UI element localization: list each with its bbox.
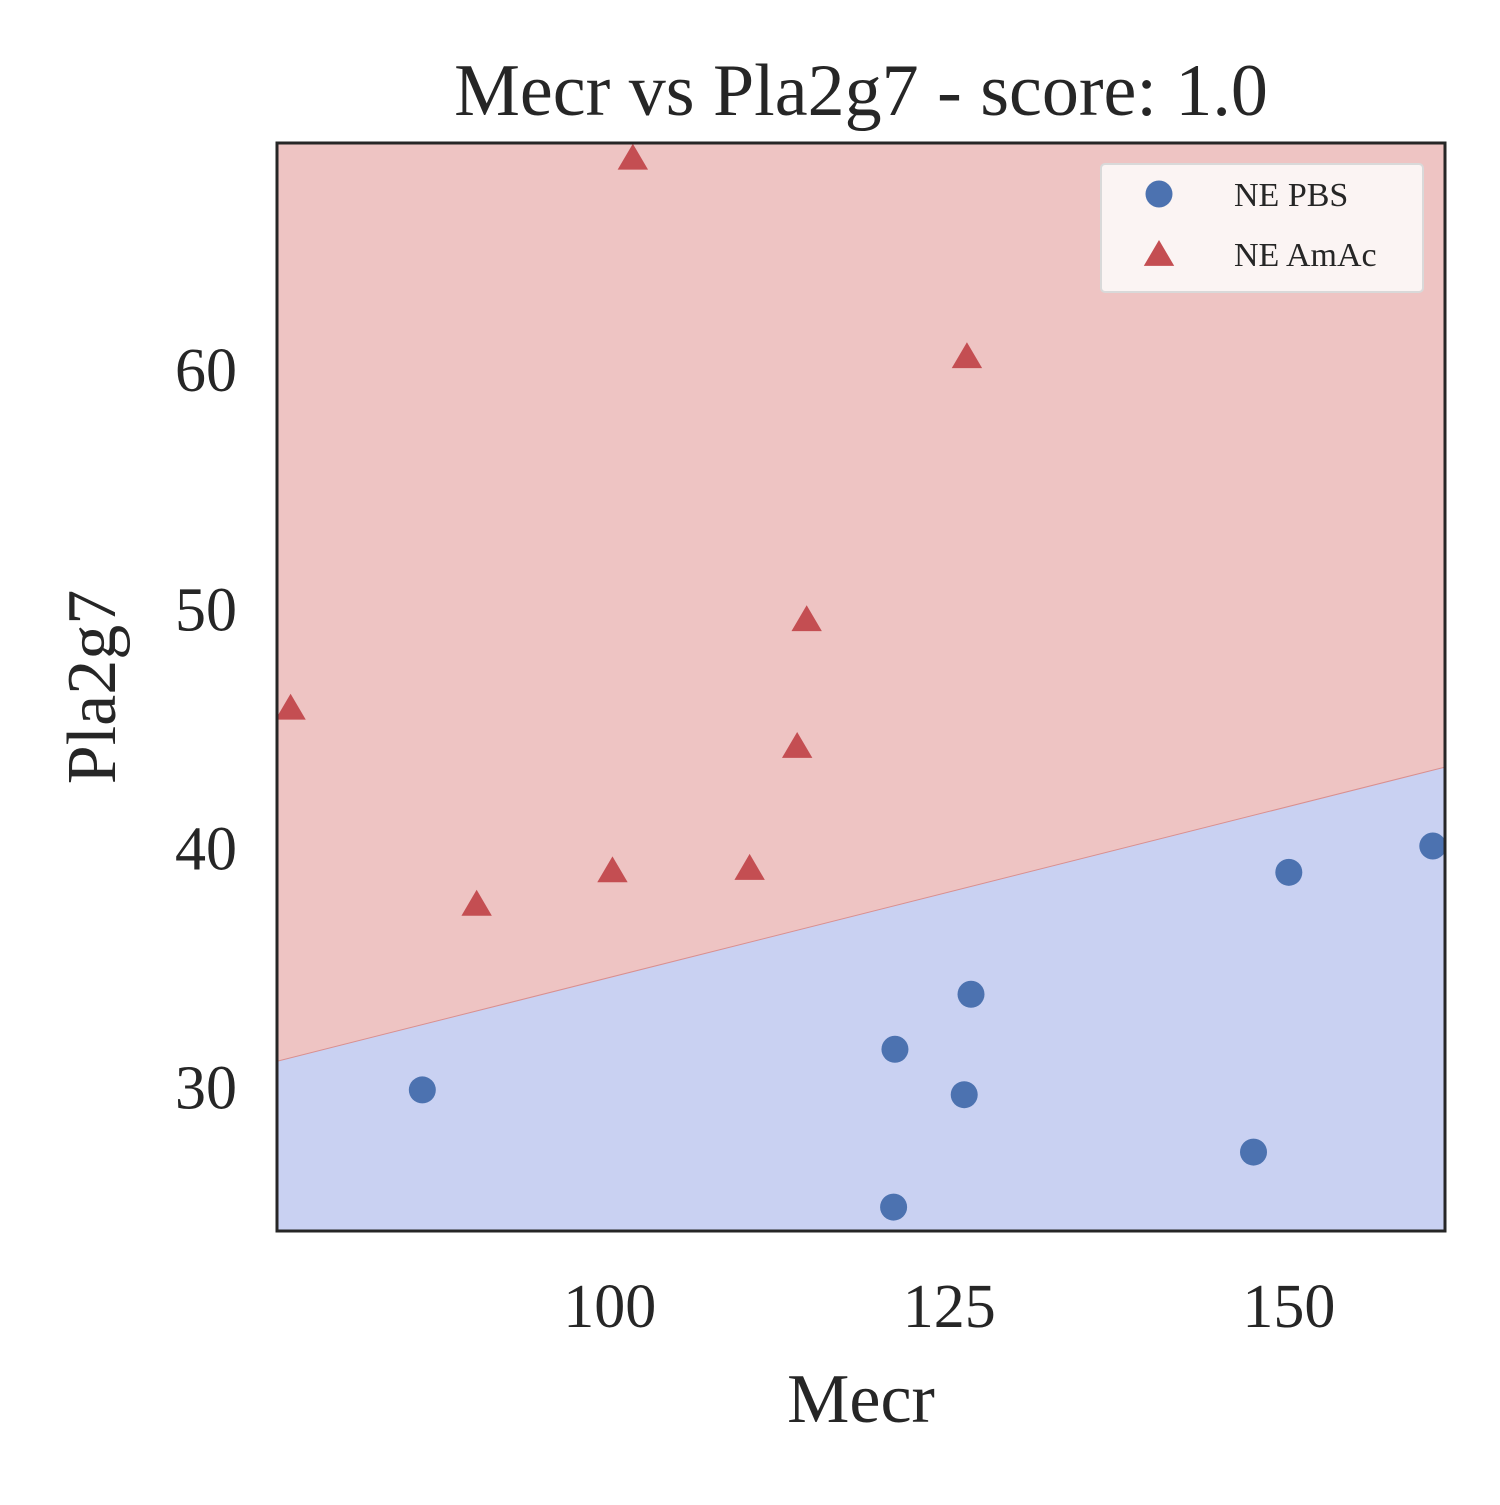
x-axis-label: Mecr [787,1361,935,1438]
point-ne-amac [734,853,765,880]
decision-boundary-line [277,766,1445,1062]
x-tick-label: 125 [903,1273,996,1341]
region-ne-amac [277,143,1445,1062]
point-ne-amac [277,693,306,720]
point-ne-amac [791,605,822,632]
point-ne-pbs [408,1076,436,1104]
point-ne-pbs [881,1035,909,1063]
point-ne-pbs [1240,1138,1268,1166]
plot-frame [275,141,1447,1233]
data-points [277,143,1445,1221]
point-ne-pbs [957,980,985,1008]
legend-marker-triangle [1143,240,1175,266]
point-ne-amac [951,342,983,369]
legend-box [1100,163,1424,293]
y-tick-label: 30 [175,1055,237,1123]
legend-label: NE AmAc [1234,237,1377,274]
x-tick-label: 150 [1242,1273,1335,1341]
region-ne-pbs [277,767,1445,1231]
y-tick-label: 60 [175,337,237,405]
legend-marker-circle [1145,180,1173,208]
x-tick-label: 100 [563,1273,656,1341]
y-axis-ticks: 30 40 50 60 [175,337,237,1122]
y-tick-label: 50 [175,576,237,644]
point-ne-pbs [880,1193,908,1221]
point-ne-pbs [1275,858,1303,886]
point-ne-pbs [950,1081,978,1109]
legend: NE PBS NE AmAc [1100,163,1424,293]
chart-title: Mecr vs Pla2g7 - score: 1.0 [454,50,1268,132]
legend-label: NE PBS [1234,177,1348,214]
point-ne-amac [597,856,628,883]
point-ne-amac [461,889,492,916]
x-axis-ticks: 100 125 150 [563,1273,1335,1341]
point-ne-amac [781,731,813,758]
y-axis-label: Pla2g7 [54,590,131,784]
point-ne-amac [617,143,649,170]
decision-regions [277,143,1445,1231]
point-ne-pbs [1419,832,1445,860]
y-tick-label: 40 [175,815,237,883]
